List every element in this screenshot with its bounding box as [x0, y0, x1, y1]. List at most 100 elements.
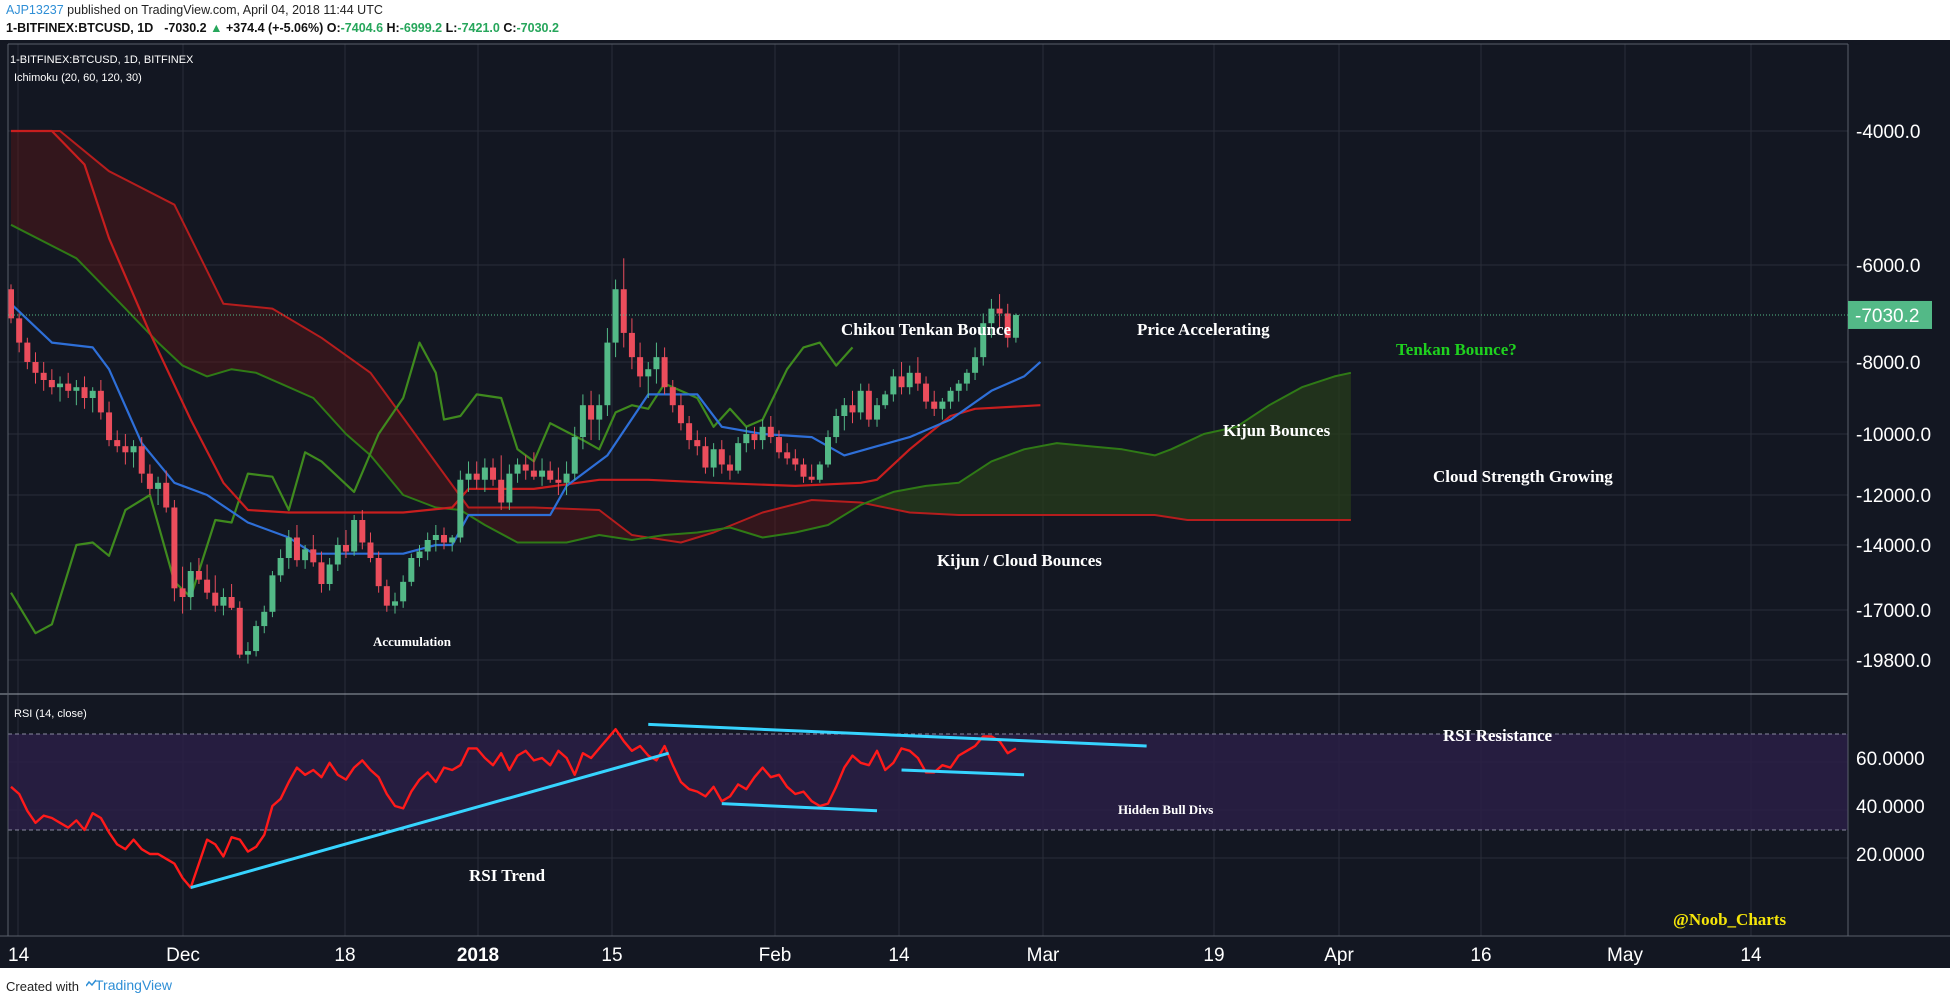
candle-body: [506, 473, 513, 503]
candle-body: [857, 390, 864, 413]
candle-body: [751, 434, 758, 441]
tradingview-link[interactable]: TradingView: [95, 977, 173, 993]
candle-body: [65, 383, 72, 391]
candle-body: [293, 537, 300, 561]
high-value: -6999.2: [399, 21, 443, 35]
candle-body: [759, 426, 766, 441]
price-tick-label: -4000.0: [1856, 122, 1920, 143]
cloud-bullish-fill: [860, 372, 1351, 520]
candle-body: [996, 308, 1003, 314]
rsi-band-fill: [8, 734, 1848, 830]
candle-body: [514, 464, 521, 474]
price-tick-label: -19800.0: [1856, 651, 1931, 672]
candle-body: [988, 308, 995, 324]
candle-body: [792, 458, 799, 465]
candle-body: [833, 416, 840, 438]
candle-body: [849, 405, 856, 413]
up-arrow-icon: ▲: [210, 21, 223, 35]
tenkan-sen-line: [10, 303, 1042, 555]
price-tick-label: -14000.0: [1856, 536, 1931, 557]
rsi-tick-label: 40.0000: [1856, 797, 1925, 818]
candle-body: [106, 412, 113, 441]
candle-body: [800, 464, 807, 477]
annotation-hidden-bull-divs: Hidden Bull Divs: [1118, 802, 1213, 817]
rsi-tick-label: 60.0000: [1856, 749, 1925, 770]
candle-body: [865, 390, 872, 420]
candle-body: [906, 372, 913, 388]
candle-body: [236, 607, 243, 655]
candle-body: [253, 626, 260, 652]
candle-body: [645, 369, 652, 377]
candle-body: [874, 405, 881, 420]
candle-body: [465, 473, 472, 480]
candle-body: [261, 611, 268, 627]
time-tick-label: 14: [8, 945, 30, 966]
ichimoku-legend: Ichimoku (20, 60, 120, 30): [14, 72, 142, 84]
candle-body: [530, 470, 537, 477]
candle-body: [726, 464, 733, 471]
candle-body: [628, 332, 635, 358]
annotation-cloud-strength: Cloud Strength Growing: [1433, 467, 1613, 486]
low-label: L:: [445, 21, 458, 35]
candle-body: [775, 437, 782, 453]
candle-body: [89, 390, 96, 398]
last-price: -7030.2: [164, 21, 207, 35]
tradingview-logo-icon: [86, 979, 96, 987]
candle-body: [702, 446, 709, 468]
candlesticks: [8, 258, 1019, 664]
time-tick-label: May: [1607, 945, 1643, 966]
candle-body: [972, 357, 979, 373]
ichimoku-cloud: [11, 131, 1351, 543]
candle-body: [882, 394, 889, 406]
author-link[interactable]: AJP13237: [6, 3, 64, 17]
price-axis-bg: [1848, 44, 1950, 936]
candle-body: [122, 446, 129, 453]
annotation-rsi-trend: RSI Trend: [469, 866, 546, 885]
candle-body: [424, 540, 431, 552]
price-tick-label: -10000.0: [1856, 425, 1931, 446]
open-value: -7404.6: [340, 21, 384, 35]
candle-body: [285, 537, 292, 558]
low-value: -7421.0: [457, 21, 500, 35]
time-axis-bg: [0, 936, 1950, 968]
candle-body: [571, 437, 578, 474]
rsi-legend: RSI (14, close): [14, 708, 87, 720]
symbol-info: 1-BITFINEX:BTCUSD, 1D: [6, 21, 154, 35]
candle-body: [195, 571, 202, 580]
candle-body: [555, 479, 562, 483]
annotation-tenkan-bounce: Tenkan Bounce?: [1396, 340, 1517, 359]
candle-body: [686, 423, 693, 441]
candle-body: [963, 372, 970, 384]
candle-body: [710, 449, 717, 468]
candle-body: [653, 357, 660, 370]
candle-body: [457, 479, 464, 538]
publish-info: published on TradingView.com, April 04, …: [67, 3, 383, 17]
candle-body: [432, 535, 439, 540]
candle-body: [138, 446, 145, 474]
candle-body: [342, 545, 349, 552]
time-tick-label: 15: [601, 945, 622, 966]
rsi-line: [10, 728, 1017, 889]
candle-body: [914, 372, 921, 384]
chikou-span-line: [10, 341, 854, 635]
candle-body: [57, 383, 64, 388]
current-price-marker: [1848, 300, 1932, 329]
price-tick-label: -12000.0: [1856, 486, 1931, 507]
candle-body: [277, 558, 284, 576]
candle-body: [408, 558, 415, 582]
candle-body: [391, 601, 398, 606]
hidden-bull-divs-line: [721, 802, 878, 813]
candle-body: [8, 289, 14, 319]
time-tick-label: Mar: [1027, 945, 1060, 966]
close-value: -7030.2: [516, 21, 559, 35]
candle-body: [146, 473, 153, 489]
candle-body: [73, 387, 80, 391]
candle-body: [718, 449, 725, 465]
chart-canvas[interactable]: -4000.0 -6000.0 -8000.0 -10000.0 -12000.0 -14…: [0, 40, 1950, 968]
time-tick-label: 14: [888, 945, 910, 966]
candle-body: [48, 380, 55, 388]
candle-body: [416, 551, 423, 558]
annotation-price-accelerating: Price Accelerating: [1137, 320, 1270, 339]
symbol-label: 1-BITFINEX:BTCUSD, 1D, BITFINEX: [10, 54, 194, 66]
candle-body: [980, 323, 987, 358]
